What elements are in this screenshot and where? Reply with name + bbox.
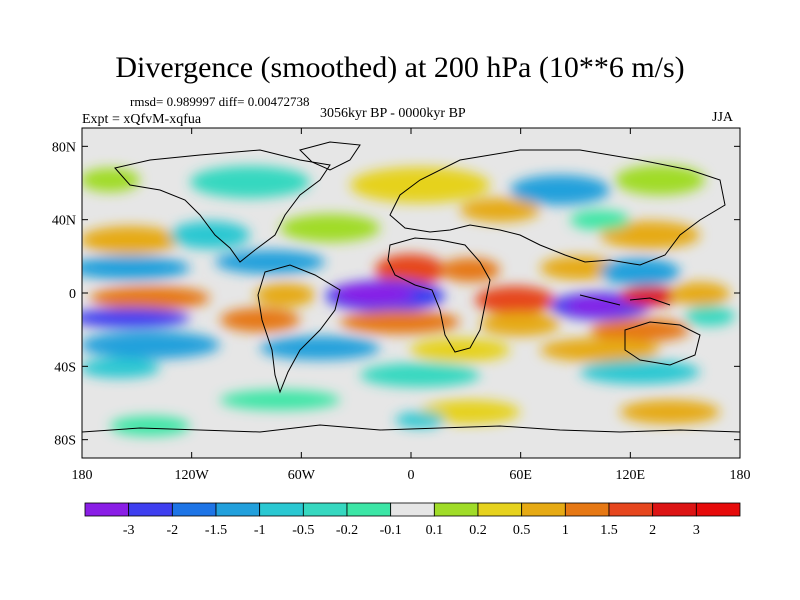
coastline-antarctica: [82, 424, 740, 433]
colorbar-label: 1.5: [600, 523, 618, 538]
coastline-europe-asia: [389, 149, 726, 266]
colorbar-label: 3: [693, 523, 700, 538]
coastline-australia: [624, 321, 701, 366]
lat-tick-label: 40N: [52, 214, 76, 229]
colorbar-label: 0.5: [513, 523, 531, 538]
colorbar-swatch: [433, 502, 479, 517]
lat-tick-label: 80N: [52, 140, 76, 155]
coastline-indonesia: [579, 294, 671, 306]
colorbar-label: -0.1: [380, 523, 402, 538]
colorbar-swatch: [302, 502, 348, 517]
lon-tick-label: 60W: [288, 468, 316, 483]
coastline-north-america: [114, 149, 331, 263]
lat-tick-label: 0: [69, 287, 76, 302]
lat-tick-label: 40S: [54, 360, 76, 375]
colorbar-swatch: [608, 502, 654, 517]
lon-tick-label: 120E: [616, 468, 646, 483]
colorbar-swatch: [521, 502, 566, 517]
colorbar-label: -1.5: [205, 523, 227, 538]
lon-tick-label: 180: [730, 468, 751, 483]
colorbar-label: 0.2: [469, 523, 487, 538]
colorbar-swatch: [695, 502, 741, 517]
colorbar-label: -2: [166, 523, 178, 538]
lon-tick-label: 180: [72, 468, 93, 483]
map-title: Divergence (smoothed) at 200 hPa (10**6 …: [115, 51, 685, 84]
colorbar-swatch: [390, 502, 435, 517]
colorbar-swatch: [171, 502, 217, 517]
latitude-axis: 80N 40N 0 40S 80S: [52, 140, 740, 449]
longitude-axis: 180 120W 60W 0 60E 120E 180: [72, 128, 751, 483]
colorbar: -3 -2 -1.5 -1 -0.5 -0.2 -0.1 0.1 0.2 0.5 1 1.5 2 3: [84, 502, 741, 538]
colorbar-swatch: [215, 502, 261, 517]
lon-tick-label: 0: [408, 468, 415, 483]
colorbar-swatch: [564, 502, 610, 517]
colorbar-swatch: [652, 502, 697, 517]
lat-tick-label: 80S: [54, 434, 76, 449]
colorbar-label: -3: [123, 523, 135, 538]
colorbar-label: 2: [649, 523, 656, 538]
coastline-south-america: [257, 264, 341, 394]
lon-tick-label: 60E: [509, 468, 532, 483]
colorbar-label: -0.2: [336, 523, 358, 538]
experiment-label: Expt = xQfvM-xqfua: [82, 112, 202, 127]
period-label: 3056kyr BP - 0000kyr BP: [320, 106, 466, 121]
stats-label: rmsd= 0.989997 diff= 0.00472738: [130, 94, 310, 109]
divergence-field: [82, 128, 740, 458]
lon-tick-label: 120W: [175, 468, 210, 483]
colorbar-swatch: [259, 502, 304, 517]
colorbar-label: 1: [562, 523, 569, 538]
colorbar-swatch: [346, 502, 392, 517]
coastline-greenland: [299, 141, 361, 171]
season-label: JJA: [712, 110, 734, 125]
colorbar-swatch: [477, 502, 523, 517]
colorbar-swatch: [84, 502, 130, 517]
coastlines: [82, 141, 740, 433]
coastline-africa: [387, 237, 491, 353]
colorbar-label: -1: [254, 523, 266, 538]
colorbar-label: -0.5: [292, 523, 314, 538]
colorbar-label: 0.1: [426, 523, 444, 538]
colorbar-swatch: [128, 502, 173, 517]
